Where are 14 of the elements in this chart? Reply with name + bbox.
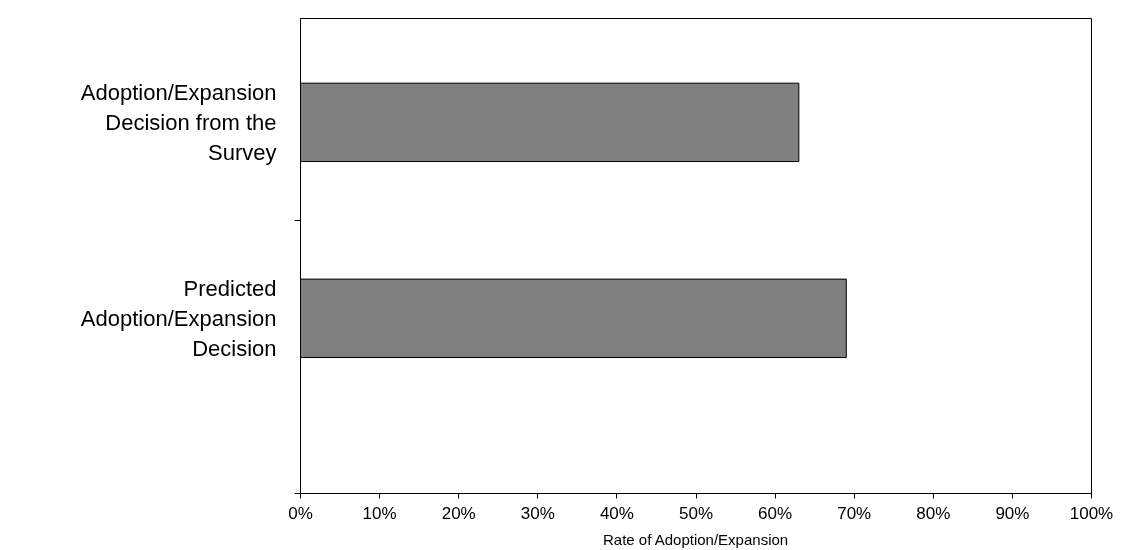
y-tick-label: Adoption/Expansion Decision from the Survey: [80, 79, 277, 165]
x-tick-label: 20%: [441, 503, 476, 523]
y-tick-label: Predicted Adoption/Expansion Decision: [80, 275, 277, 361]
x-tick-label: 80%: [916, 503, 951, 523]
x-tick-label: 50%: [678, 503, 714, 523]
x-tick-label: 40%: [599, 503, 634, 523]
x-tick-label: 100%: [1069, 503, 1114, 523]
x-tick-label: 30%: [520, 503, 555, 523]
x-axis-title: Rate of Adoption/Expansion: [603, 530, 789, 548]
x-tick-label: 10%: [362, 503, 397, 523]
x-tick-label: 70%: [837, 503, 872, 523]
x-tick-label: 90%: [995, 503, 1030, 523]
x-tick-label: 0%: [288, 503, 313, 523]
x-tick-label: 60%: [758, 503, 793, 523]
